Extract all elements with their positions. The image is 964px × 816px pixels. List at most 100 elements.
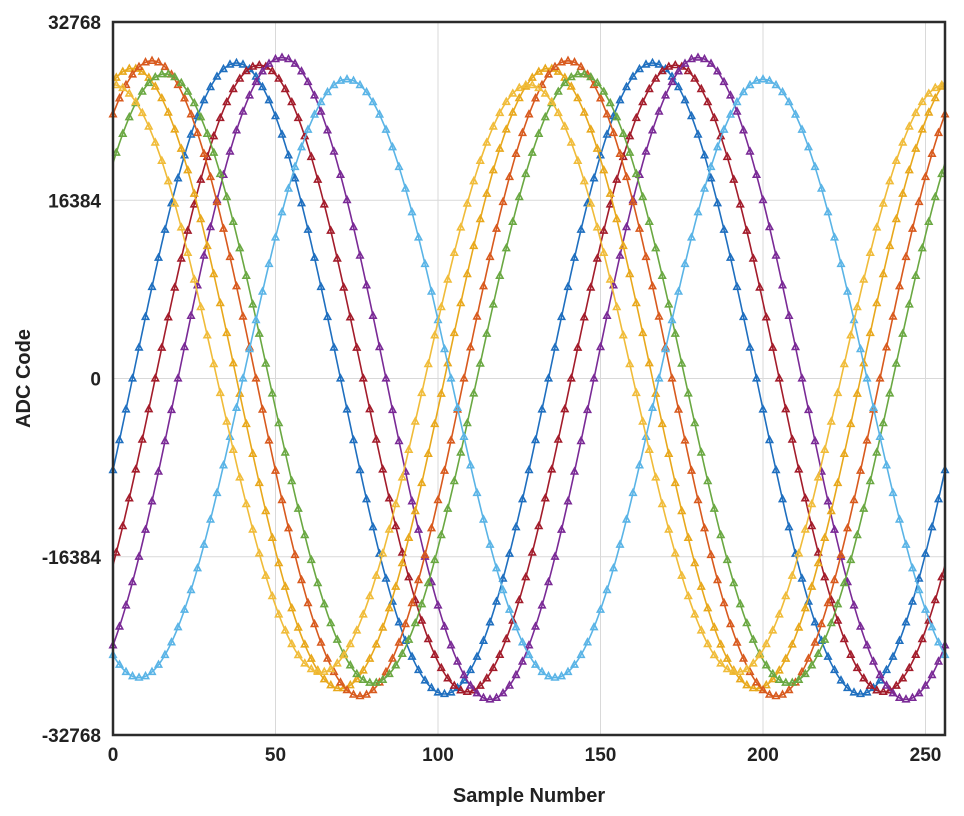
series-0-marker	[933, 493, 944, 503]
series-6-marker	[303, 124, 313, 133]
series-5-marker	[241, 270, 251, 280]
series-2-marker	[615, 250, 625, 259]
series-4-marker	[355, 690, 365, 700]
series-4-marker	[387, 653, 398, 662]
series-5-marker	[313, 577, 323, 587]
series-2-marker	[751, 169, 762, 178]
series-0-marker	[829, 664, 840, 674]
series-6-marker	[719, 124, 729, 133]
series-4-marker	[452, 404, 463, 413]
series-7-marker	[534, 82, 544, 92]
series-5-marker	[254, 328, 264, 337]
series-7-marker	[339, 649, 349, 659]
series-2-marker	[654, 106, 664, 115]
series-6-marker	[459, 431, 469, 441]
series-4-marker	[816, 618, 827, 628]
series-7-marker	[131, 96, 141, 106]
series-3-marker	[274, 557, 284, 567]
series-5-marker	[865, 475, 875, 485]
series-7-marker	[579, 175, 589, 185]
series-3-marker	[469, 240, 479, 250]
series-4-marker	[881, 342, 892, 351]
series-6-marker	[543, 670, 554, 680]
series-5-marker	[677, 358, 687, 367]
series-7-marker	[852, 301, 862, 311]
series-2-marker	[706, 58, 716, 67]
series-4-marker	[810, 637, 820, 646]
series-5-marker	[417, 598, 427, 608]
series-7-marker	[222, 416, 232, 425]
series-7-marker	[228, 444, 238, 454]
series-1-marker	[462, 686, 472, 696]
series-3-marker	[677, 505, 687, 515]
series-5	[111, 68, 947, 686]
series-3-marker	[157, 92, 167, 102]
series-3-marker	[358, 665, 368, 674]
series-4-marker	[238, 311, 248, 320]
series-1-marker	[904, 662, 914, 672]
series-3-marker	[215, 297, 225, 307]
series-6-marker	[777, 86, 788, 96]
series-6-marker	[452, 402, 463, 412]
series-5-marker	[469, 388, 479, 397]
series-3-marker	[326, 679, 336, 689]
series-5-marker	[625, 147, 635, 156]
series-7-marker	[878, 198, 888, 207]
series-3-marker	[917, 124, 927, 133]
series-1-marker	[118, 520, 128, 530]
series-7	[111, 79, 947, 676]
series-6-marker	[413, 232, 424, 241]
series-7-marker	[891, 155, 901, 164]
series-5-marker	[735, 598, 745, 608]
series-5-marker	[157, 68, 167, 78]
series-0-marker	[589, 173, 599, 182]
series-2-marker	[719, 76, 729, 86]
series-7-marker	[215, 387, 225, 397]
series-3-marker	[696, 581, 706, 590]
series-0-marker	[348, 434, 359, 444]
series-2-marker	[134, 551, 144, 560]
series-4-marker	[472, 311, 482, 320]
series-2-marker	[836, 551, 846, 560]
series-3-marker	[384, 602, 394, 612]
series-0-marker	[927, 521, 937, 531]
series-6-marker	[771, 79, 781, 89]
series-6-marker	[660, 343, 671, 353]
series-2	[108, 52, 950, 703]
series-2-marker	[576, 435, 586, 445]
series-3-marker	[514, 92, 524, 102]
series-6-marker	[563, 666, 573, 676]
series-1-marker	[748, 253, 758, 262]
series-5-marker	[768, 668, 778, 678]
series-6-marker	[121, 666, 131, 676]
series-3-marker	[664, 448, 674, 458]
series-4-marker	[316, 637, 326, 646]
series-6-marker	[504, 604, 515, 613]
series-1-marker	[391, 520, 401, 530]
series-4-marker	[654, 311, 664, 320]
series-0-marker	[745, 342, 755, 351]
series-5-marker	[215, 168, 225, 178]
series-4-marker	[251, 373, 261, 382]
series-6-marker	[322, 86, 333, 96]
series-0-marker	[511, 521, 521, 531]
series-5-marker	[267, 388, 277, 397]
series-6-marker	[732, 96, 742, 106]
series-3-marker	[436, 388, 446, 397]
series-6-marker	[758, 74, 768, 83]
series-7-marker	[794, 548, 804, 557]
series-3-marker	[241, 418, 251, 428]
series-6-marker	[686, 232, 697, 241]
series-1-marker	[209, 131, 219, 140]
series-2-marker	[803, 404, 814, 414]
series-2-marker	[777, 280, 788, 289]
series-5-marker	[248, 299, 258, 308]
series-3-marker	[579, 107, 589, 116]
series-7-marker	[553, 107, 563, 117]
series-0-marker	[556, 311, 567, 321]
series-1-marker	[254, 59, 264, 69]
series-3-marker	[709, 622, 719, 631]
series-4-marker	[621, 171, 632, 181]
series-1-marker	[885, 685, 895, 694]
